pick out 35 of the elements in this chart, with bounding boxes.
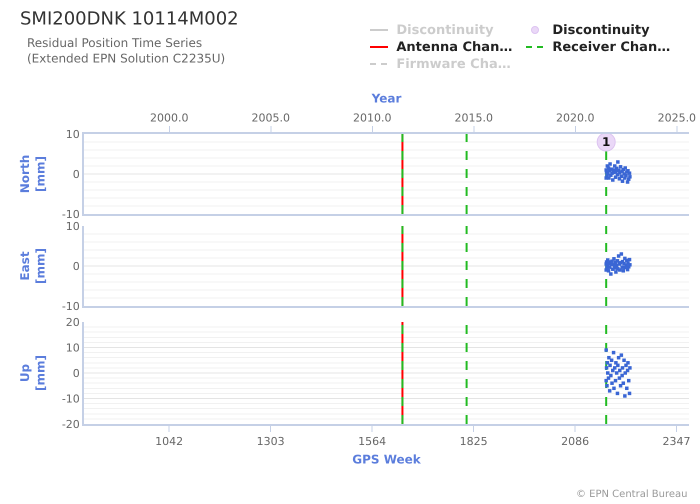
y-tick-label: -20 <box>62 418 80 431</box>
chart-title: SMI200DNK 10114M002 <box>20 8 239 30</box>
x-tick-label: 1564 <box>358 435 386 448</box>
x2-tick-label: 2020.0 <box>556 112 595 125</box>
legend-label: Receiver Chan… <box>552 40 670 54</box>
y-tick-label: 10 <box>66 220 80 233</box>
x-tick-label: 1042 <box>155 435 184 448</box>
x-axis-title: GPS Week <box>352 452 422 467</box>
text: © EPN Central Bureau <box>576 489 688 500</box>
y-tick-label: 0 <box>72 366 80 380</box>
y-tick-label: -10 <box>62 300 80 313</box>
y-tick-label: 0 <box>72 260 80 273</box>
x-tick-label: 2086 <box>561 435 590 448</box>
y-tick-label: 0 <box>72 168 80 181</box>
y-tick-label: -10 <box>62 392 80 406</box>
chart-subtitle: Residual Position Time Series (Extended EPN Solution C2235U) <box>27 36 226 66</box>
x-tick-label: 1825 <box>460 435 488 448</box>
x-tick-label: 2347 <box>662 435 691 448</box>
y-axis-title: East [mm] <box>18 248 48 284</box>
x2-tick-label: 2000.0 <box>150 112 189 125</box>
y-axis-title: Up [mm] <box>18 355 48 391</box>
x2-tick-label: 2010.0 <box>353 112 392 125</box>
y-tick-label: 20 <box>66 316 80 329</box>
legend-label: Discontinuity <box>552 22 650 38</box>
y-axis-title: North [mm] <box>18 154 48 194</box>
x2-axis-title: Year <box>370 91 402 106</box>
legend-label: Antenna Chan… <box>396 40 512 54</box>
y-tick-label: 10 <box>66 341 80 354</box>
x2-tick-label: 2025.0 <box>658 112 696 125</box>
x2-tick-label: 2005.0 <box>252 112 290 125</box>
y-tick-label: -10 <box>62 208 80 221</box>
y-tick-label: 10 <box>66 128 80 141</box>
x-tick-label: 1303 <box>256 435 285 448</box>
x2-tick-label: 2015.0 <box>454 112 494 125</box>
annotation: 1 <box>602 135 610 149</box>
